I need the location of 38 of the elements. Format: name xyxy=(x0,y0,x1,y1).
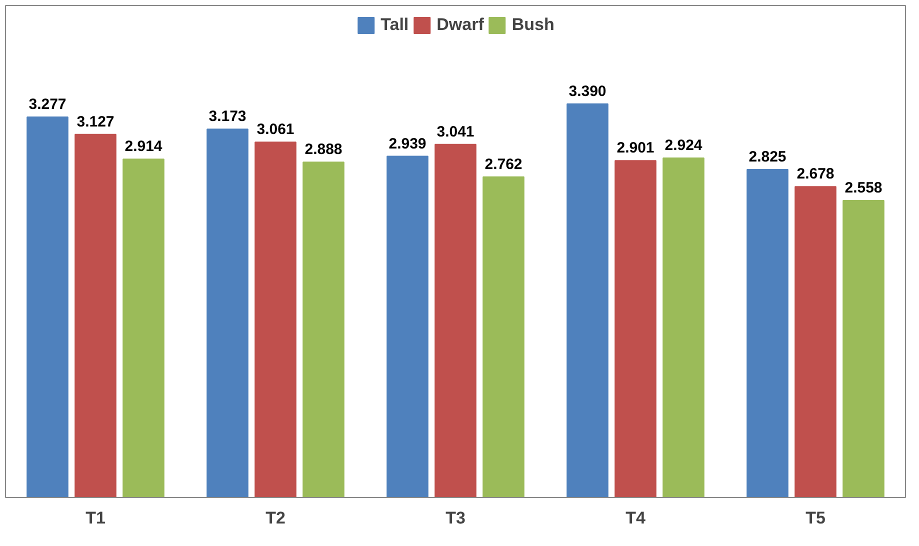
data-label: 2.825 xyxy=(748,148,786,166)
data-label: 2.762 xyxy=(484,156,522,173)
x-tick-label: T2 xyxy=(266,508,286,528)
legend-label: Bush xyxy=(512,15,554,35)
bar xyxy=(614,160,656,498)
data-label: 3.390 xyxy=(568,82,606,100)
bar xyxy=(482,176,524,498)
bar xyxy=(794,186,836,498)
bar xyxy=(122,158,164,498)
bar xyxy=(26,116,68,498)
x-tick-label: T4 xyxy=(626,508,646,528)
bar xyxy=(434,144,476,498)
x-tick-label: T1 xyxy=(86,508,106,528)
bar xyxy=(386,156,428,498)
data-label: 3.127 xyxy=(76,113,114,130)
data-label: 3.041 xyxy=(436,123,474,140)
bar xyxy=(74,134,116,498)
data-label: 2.558 xyxy=(844,180,882,196)
x-tick-label: T3 xyxy=(446,508,466,528)
x-tick-label: T5 xyxy=(806,508,826,528)
data-label: 2.678 xyxy=(796,166,834,183)
data-label: 3.173 xyxy=(208,108,246,126)
data-label: 3.061 xyxy=(256,121,294,138)
data-label: 3.277 xyxy=(28,96,66,114)
bar xyxy=(662,158,704,498)
data-label: 2.914 xyxy=(124,138,163,156)
legend-label: Dwarf xyxy=(436,15,484,35)
bar xyxy=(254,142,296,498)
bar xyxy=(206,128,248,498)
bar xyxy=(302,162,344,498)
bar xyxy=(566,103,608,498)
data-label: 2.901 xyxy=(616,140,654,157)
bar xyxy=(746,169,788,498)
data-label: 2.924 xyxy=(664,137,703,154)
legend-label: Tall xyxy=(380,15,409,35)
data-label: 2.888 xyxy=(304,141,342,158)
data-label: 2.939 xyxy=(388,135,426,152)
bar xyxy=(842,200,884,498)
